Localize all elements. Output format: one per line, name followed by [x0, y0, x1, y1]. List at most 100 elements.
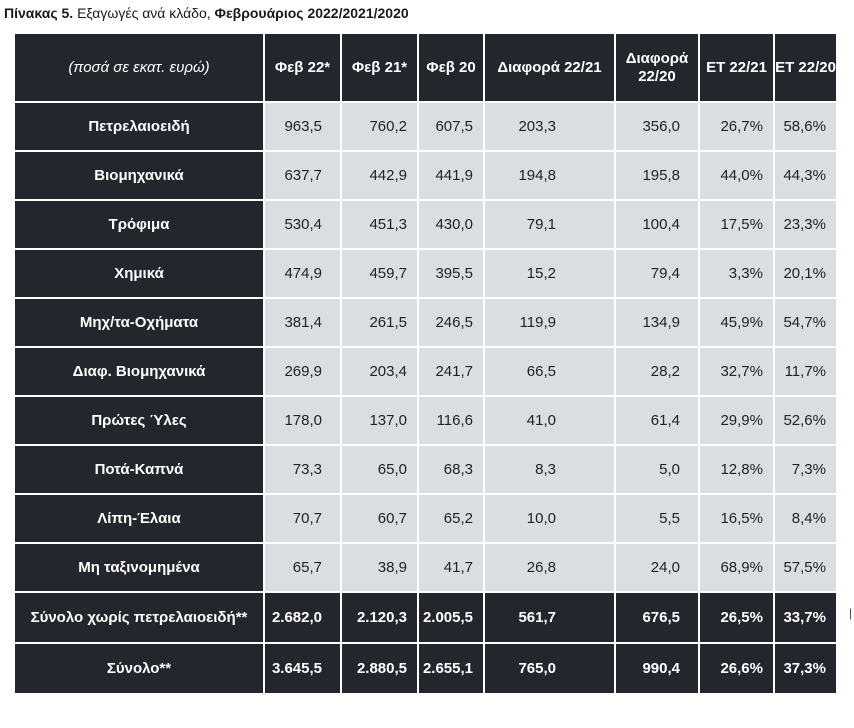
- table-cell: 45,9%: [700, 299, 775, 348]
- table-cell: 26,5%: [700, 593, 775, 644]
- row-label: Χημικά: [15, 250, 265, 299]
- table-cell: 5,0: [616, 446, 700, 495]
- column-header: Φεβ 21*: [342, 34, 419, 103]
- table-cell: 441,9: [419, 152, 485, 201]
- table-cell: 765,0: [485, 644, 616, 695]
- table-cell: 137,0: [342, 397, 419, 446]
- table-cell: 61,4: [616, 397, 700, 446]
- table-cell: 2.120,3: [342, 593, 419, 644]
- table-cell: 68,9%: [700, 544, 775, 593]
- table-cell: 26,7%: [700, 103, 775, 152]
- table-cell: 52,6%: [775, 397, 838, 446]
- row-label: Ποτά-Καπνά: [15, 446, 265, 495]
- table-cell: 760,2: [342, 103, 419, 152]
- table-cell: 15,2: [485, 250, 616, 299]
- table-row: Λίπη-Έλαια 70,7 60,7 65,2 10,0 5,5 16,5% 8,4%: [15, 495, 838, 544]
- table-cell: 57,5%: [775, 544, 838, 593]
- table-cell: 73,3: [265, 446, 342, 495]
- table-cell: 54,7%: [775, 299, 838, 348]
- table-cell: 451,3: [342, 201, 419, 250]
- table-cell: 116,6: [419, 397, 485, 446]
- table-row: Μη ταξινομημένα 65,7 38,9 41,7 26,8 24,0 68,9%…: [15, 544, 838, 593]
- table-row: Ποτά-Καπνά 73,3 65,0 68,3 8,3 5,0 12,8% 7,3%: [15, 446, 838, 495]
- table-cell: 269,9: [265, 348, 342, 397]
- table-cell: 261,5: [342, 299, 419, 348]
- table-row: Διαφ. Βιομηχανικά 269,9 203,4 241,7 66,5 28,2…: [15, 348, 838, 397]
- table-cell: 26,6%: [700, 644, 775, 695]
- caption-text: Εξαγωγές ανά κλάδο,: [73, 5, 215, 21]
- table-cell: 2.880,5: [342, 644, 419, 695]
- column-header: Διαφορά 22/20: [616, 34, 700, 103]
- table-cell: 607,5: [419, 103, 485, 152]
- table-cell: 37,3%: [775, 644, 838, 695]
- table-cell: 33,7%: [775, 593, 838, 644]
- table-cell: 637,7: [265, 152, 342, 201]
- table-cell: 356,0: [616, 103, 700, 152]
- row-label: Τρόφιμα: [15, 201, 265, 250]
- total-row: Σύνολο χωρίς πετρελαιοειδή** 2.682,0 2.120…: [15, 593, 838, 644]
- table-cell: 7,3%: [775, 446, 838, 495]
- row-label: Βιομηχανικά: [15, 152, 265, 201]
- column-header: ΕΤ 22/20: [775, 34, 838, 103]
- row-label: Πρώτες Ύλες: [15, 397, 265, 446]
- table-cell: 8,4%: [775, 495, 838, 544]
- table-cell: 32,7%: [700, 348, 775, 397]
- column-header: Διαφορά 22/21: [485, 34, 616, 103]
- table-cell: 2.005,5: [419, 593, 485, 644]
- table-cell: 241,7: [419, 348, 485, 397]
- table-row: Μηχ/τα-Οχήματα 381,4 261,5 246,5 119,9 134,9 4…: [15, 299, 838, 348]
- table-cell: 65,0: [342, 446, 419, 495]
- table-cell: 119,9: [485, 299, 616, 348]
- table-caption: Πίνακας 5. Εξαγωγές ανά κλάδο, Φεβρουάρι…: [4, 4, 409, 22]
- table-cell: 246,5: [419, 299, 485, 348]
- table-cell: 442,9: [342, 152, 419, 201]
- table-cell: 530,4: [265, 201, 342, 250]
- table-cell: 70,7: [265, 495, 342, 544]
- table-cell: 44,0%: [700, 152, 775, 201]
- table-row: Βιομηχανικά 637,7 442,9 441,9 194,8 195,8 44,0…: [15, 152, 838, 201]
- units-note: (ποσά σε εκατ. ευρώ): [15, 34, 265, 103]
- table-cell: 395,5: [419, 250, 485, 299]
- table-cell: 134,9: [616, 299, 700, 348]
- table-cell: 459,7: [342, 250, 419, 299]
- table-cell: 79,4: [616, 250, 700, 299]
- table-row: Χημικά 474,9 459,7 395,5 15,2 79,4 3,3% 20,1%: [15, 250, 838, 299]
- row-label: Σύνολο**: [15, 644, 265, 695]
- table-cell: 194,8: [485, 152, 616, 201]
- table-cell: 38,9: [342, 544, 419, 593]
- table-cell: 65,2: [419, 495, 485, 544]
- table-row: Πετρελαιοειδή 963,5 760,2 607,5 203,3 356,0 26…: [15, 103, 838, 152]
- table-cell: 17,5%: [700, 201, 775, 250]
- table-cell: 29,9%: [700, 397, 775, 446]
- row-label: Μη ταξινομημένα: [15, 544, 265, 593]
- table-cell: 2.655,1: [419, 644, 485, 695]
- table-cell: 41,7: [419, 544, 485, 593]
- table-cell: 3.645,5: [265, 644, 342, 695]
- table-cell: 28,2: [616, 348, 700, 397]
- table-cell: 100,4: [616, 201, 700, 250]
- total-row: Σύνολο** 3.645,5 2.880,5 2.655,1 765,0 990,4 2…: [15, 644, 838, 695]
- table-cell: 676,5: [616, 593, 700, 644]
- table-cell: 79,1: [485, 201, 616, 250]
- row-label: Λίπη-Έλαια: [15, 495, 265, 544]
- table-cell: 68,3: [419, 446, 485, 495]
- table-cell: 20,1%: [775, 250, 838, 299]
- row-label: Πετρελαιοειδή: [15, 103, 265, 152]
- header-row: (ποσά σε εκατ. ευρώ) Φεβ 22* Φεβ 21* Φεβ…: [15, 34, 838, 103]
- table-cell: 178,0: [265, 397, 342, 446]
- table-cell: 10,0: [485, 495, 616, 544]
- table-cell: 203,3: [485, 103, 616, 152]
- table-cell: 16,5%: [700, 495, 775, 544]
- column-header: Φεβ 20: [419, 34, 485, 103]
- caption-prefix: Πίνακας 5.: [4, 5, 74, 21]
- column-header: Φεβ 22*: [265, 34, 342, 103]
- table-cell: 23,3%: [775, 201, 838, 250]
- table-cell: 2.682,0: [265, 593, 342, 644]
- row-label: Διαφ. Βιομηχανικά: [15, 348, 265, 397]
- table-cell: 990,4: [616, 644, 700, 695]
- table-cell: 203,4: [342, 348, 419, 397]
- table-cell: 8,3: [485, 446, 616, 495]
- table-cell: 561,7: [485, 593, 616, 644]
- table-cell: 474,9: [265, 250, 342, 299]
- table-cell: 430,0: [419, 201, 485, 250]
